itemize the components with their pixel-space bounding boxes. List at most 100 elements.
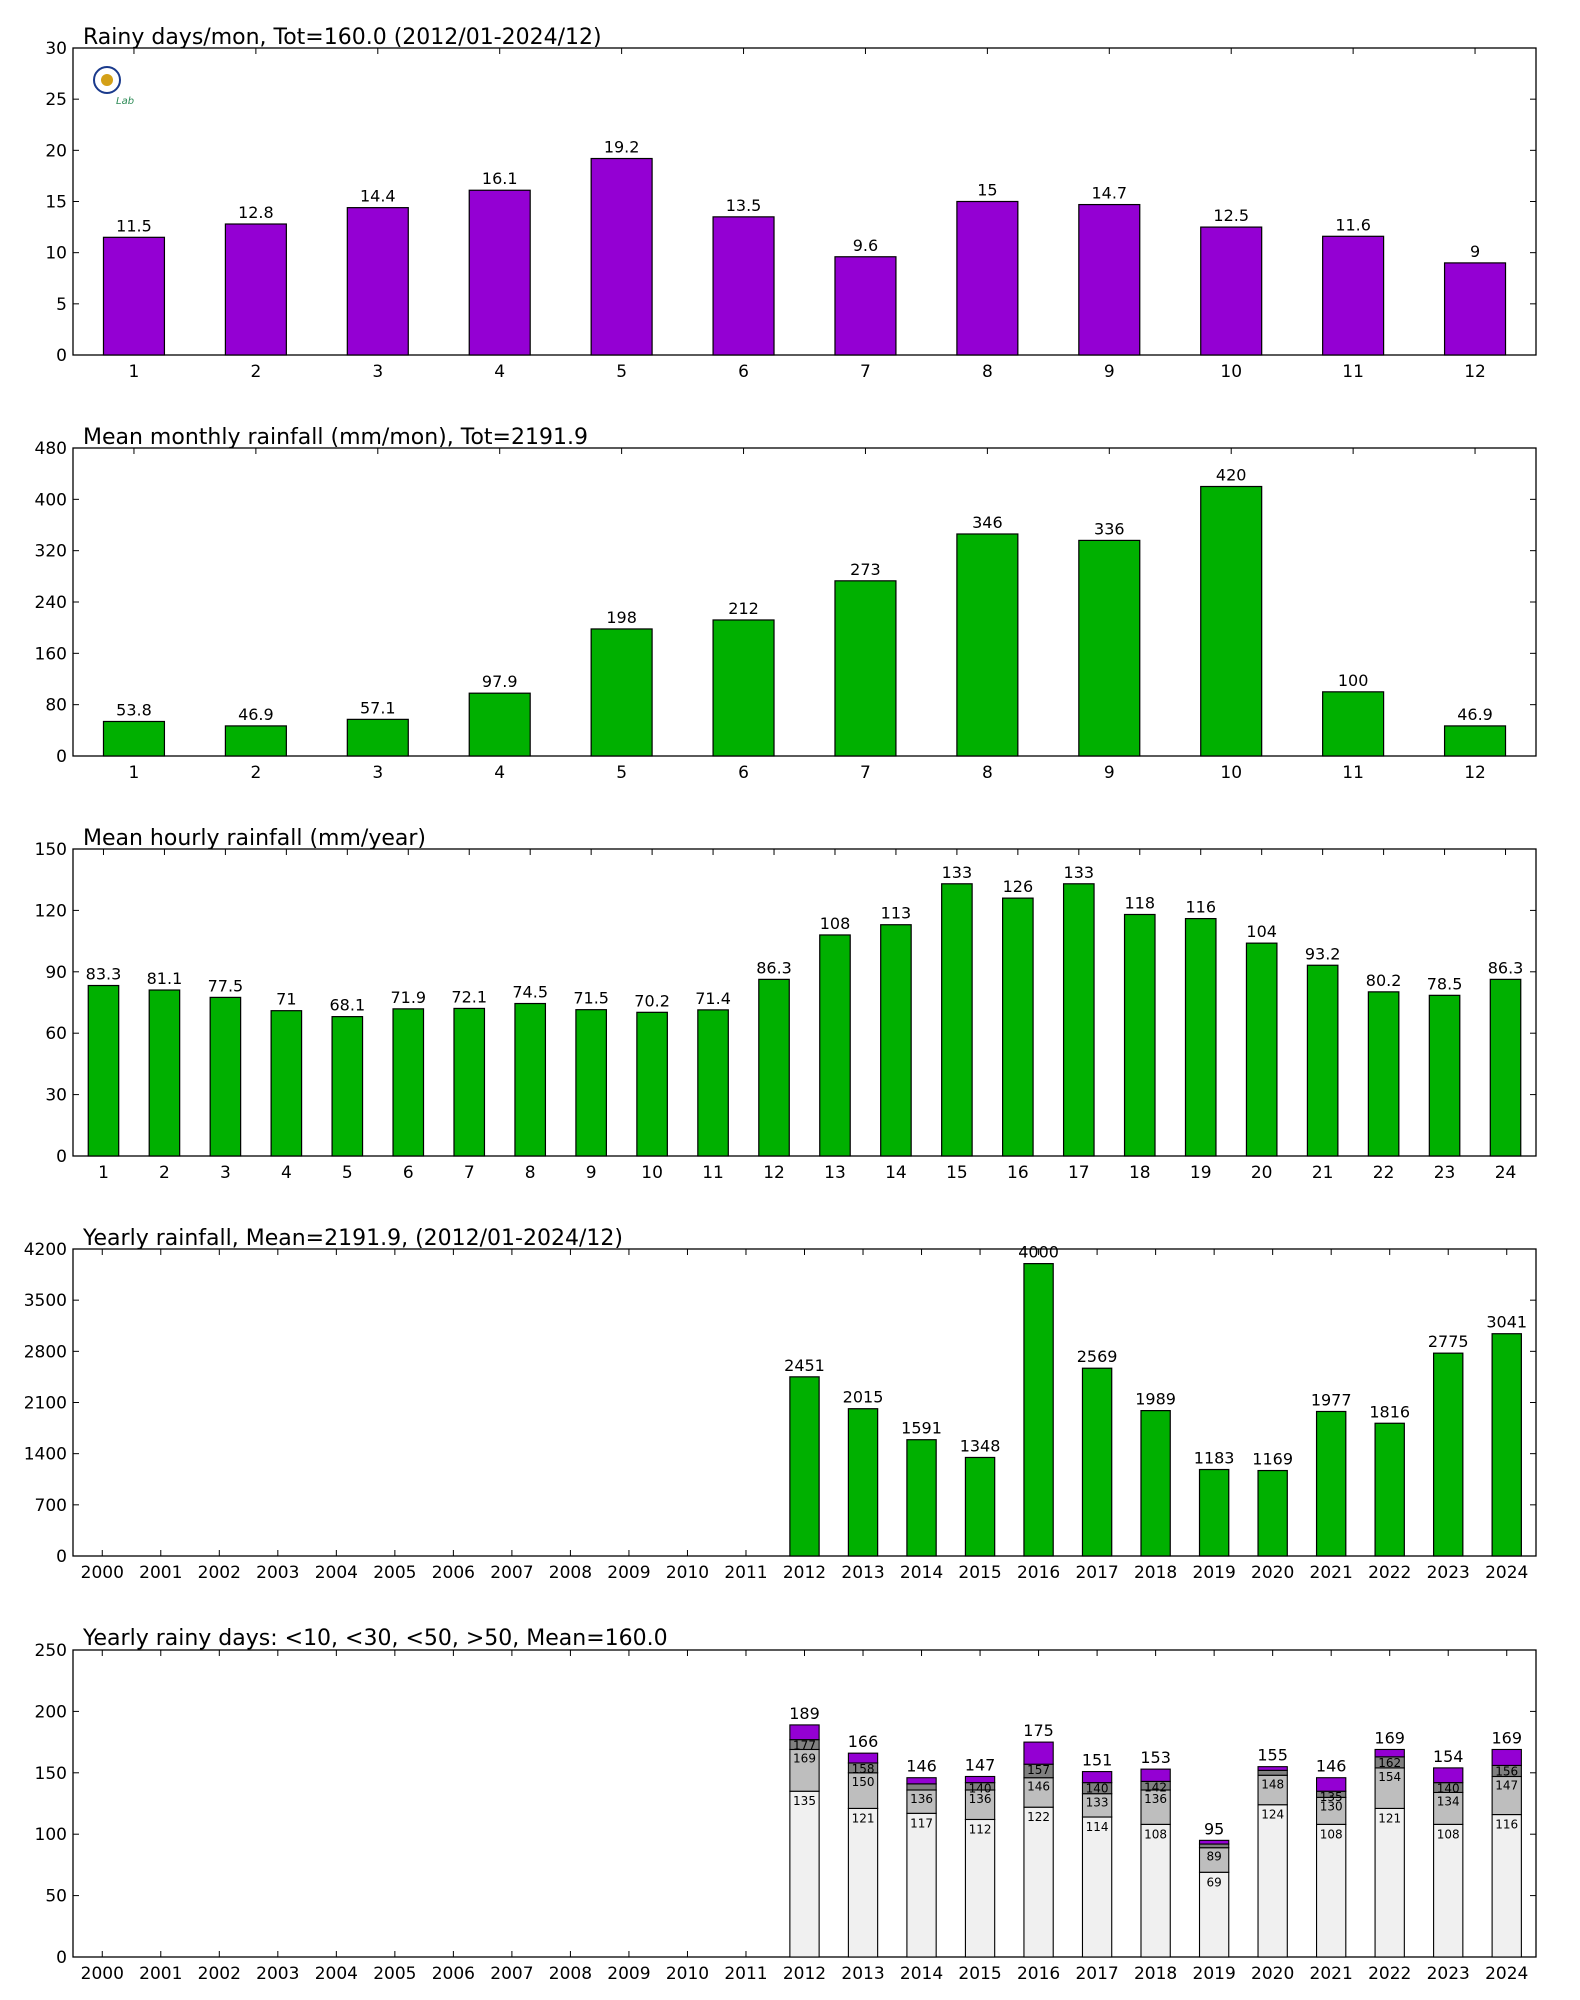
x-tick-label: 4 (494, 763, 505, 783)
x-tick-label: 2001 (139, 1563, 182, 1583)
bar-value-label: 15 (977, 181, 997, 200)
y-tick-label: 240 (35, 593, 67, 613)
bar (1078, 203, 1141, 356)
x-tick-label: 2008 (549, 1964, 592, 1984)
bar-value-label: 14.7 (1091, 184, 1127, 203)
x-tick-label: 8 (982, 362, 993, 382)
bar (834, 580, 897, 757)
y-tick-label: 60 (45, 1024, 67, 1044)
x-tick-label: 11 (1342, 763, 1364, 783)
x-tick-label: 2019 (1193, 1964, 1236, 1984)
y-tick-label: 15 (45, 193, 67, 213)
x-tick-label: 2013 (841, 1563, 884, 1583)
bar-segment-lt30 (1023, 1777, 1054, 1808)
x-tick-label: 2012 (783, 1563, 826, 1583)
x-tick-label: 12 (1464, 763, 1486, 783)
x-tick-label: 2013 (841, 1964, 884, 1984)
bar-value-label: 46.9 (238, 705, 274, 724)
y-tick-label: 2100 (24, 1394, 67, 1414)
bar-total-label: 175 (1023, 1721, 1054, 1740)
bar-value-label: 1989 (1135, 1390, 1176, 1409)
segment-label-lt10: 108 (1437, 1827, 1460, 1841)
bar-segment-gt50 (1023, 1741, 1054, 1765)
bar-value-label: 346 (972, 513, 1003, 532)
bar (468, 692, 531, 757)
y-tick-label: 700 (35, 1496, 67, 1516)
bar-segment-lt10 (1316, 1823, 1347, 1958)
lab-logo: Lab (93, 66, 134, 107)
bar (1432, 1352, 1464, 1557)
x-tick-label: 2011 (724, 1563, 767, 1583)
x-tick-label: 2 (250, 362, 261, 382)
lab-logo-seal-core (101, 74, 113, 86)
segment-label-lt10: 114 (1086, 1820, 1109, 1834)
x-tick-label: 3 (372, 763, 383, 783)
y-tick-label: 0 (56, 747, 67, 767)
x-tick-label: 2012 (783, 1964, 826, 1984)
x-tick-label: 12 (763, 1163, 785, 1183)
bar (819, 934, 851, 1157)
bar-value-label: 80.2 (1366, 971, 1402, 990)
y-tick-label: 0 (56, 346, 67, 366)
bar (956, 200, 1019, 356)
bar-segment-lt10 (789, 1790, 820, 1958)
x-tick-label: 2023 (1427, 1563, 1470, 1583)
bar (712, 619, 775, 757)
segment-label-lt30: 130 (1320, 1799, 1343, 1813)
x-tick-label: 2002 (198, 1964, 241, 1984)
bar-segment-gt50 (1257, 1766, 1288, 1771)
bar (224, 725, 287, 757)
segment-label-lt50: 158 (852, 1762, 875, 1776)
bar (1002, 897, 1034, 1157)
bar-segment-lt30 (1140, 1789, 1171, 1825)
bar (1123, 913, 1156, 1157)
bar-value-label: 1348 (960, 1436, 1001, 1455)
segment-label-lt30: 154 (1378, 1770, 1401, 1784)
x-tick-label: 1 (98, 1163, 109, 1183)
bar-value-label: 116 (1185, 898, 1216, 917)
segment-label-lt10: 121 (1378, 1811, 1401, 1825)
y-tick-label: 25 (45, 90, 67, 110)
bar-value-label: 81.1 (147, 969, 183, 988)
bar (697, 1009, 729, 1157)
bar-segment-lt10 (1257, 1804, 1288, 1958)
bar-total-label: 153 (1140, 1748, 1171, 1767)
bar-value-label: 212 (728, 599, 759, 618)
y-tick-label: 0 (56, 1547, 67, 1567)
x-tick-label: 2017 (1075, 1964, 1118, 1984)
bar-segment-lt30 (847, 1772, 879, 1809)
lab-logo-text: Lab (116, 96, 134, 107)
x-tick-label: 2007 (490, 1563, 533, 1583)
mean-hourly-rainfall-chart: Mean hourly rainfall (mm/year) 030609012… (35, 826, 1537, 1183)
segment-label-lt50: 157 (1027, 1763, 1050, 1777)
bar (148, 989, 181, 1157)
bar (834, 256, 897, 356)
x-tick-label: 2006 (432, 1964, 475, 1984)
bar (1081, 1367, 1113, 1557)
x-tick-label: 9 (1104, 362, 1115, 382)
x-tick-label: 2015 (958, 1964, 1001, 1984)
x-tick-label: 2007 (490, 1964, 533, 1984)
bar-segment-lt10 (1140, 1823, 1171, 1958)
mean-monthly-rainfall-chart: Mean monthly rainfall (mm/mon), Tot=2191… (35, 425, 1537, 783)
bar (590, 628, 653, 757)
bar (758, 978, 790, 1157)
bar-segment-gt50 (1491, 1748, 1522, 1766)
x-tick-label: 2020 (1251, 1563, 1294, 1583)
bar (346, 718, 409, 757)
x-tick-label: 21 (1312, 1163, 1334, 1183)
y-tick-label: 5 (56, 295, 67, 315)
bar-value-label: 83.3 (86, 965, 122, 984)
bar-segment-gt50 (1316, 1777, 1347, 1792)
x-tick-label: 2016 (1017, 1563, 1060, 1583)
x-tick-label: 2024 (1485, 1964, 1528, 1984)
y-tick-label: 50 (45, 1887, 67, 1907)
bar-segment-lt30 (1198, 1847, 1230, 1873)
y-tick-label: 480 (35, 439, 67, 459)
bar (1306, 964, 1339, 1157)
bar-value-label: 14.4 (360, 187, 396, 206)
x-tick-label: 8 (525, 1163, 536, 1183)
bar-total-label: 155 (1257, 1746, 1288, 1765)
bar-segment-lt10 (906, 1812, 937, 1958)
x-tick-label: 10 (641, 1163, 663, 1183)
